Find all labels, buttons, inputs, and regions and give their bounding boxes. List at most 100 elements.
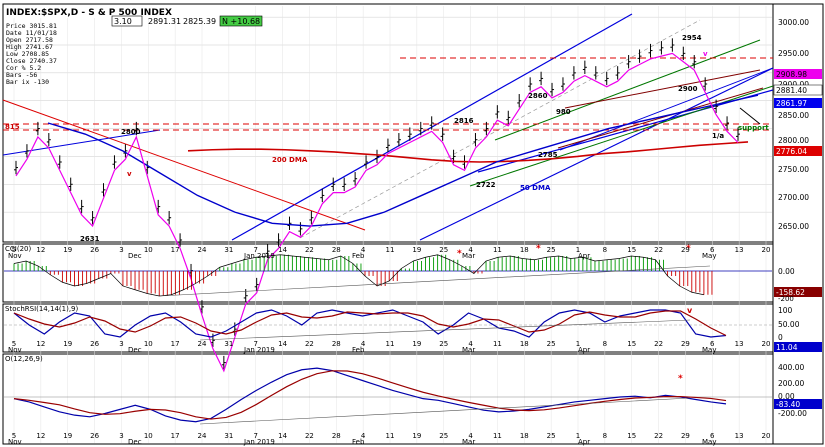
date-tick: 5 (12, 246, 16, 254)
date-tick: 29 (681, 432, 690, 440)
date-tick: 6 (710, 340, 715, 348)
date-tick: 8 (603, 432, 607, 440)
level-2900-label: 2900 (678, 85, 698, 93)
date-tick: 11 (493, 340, 502, 348)
date-tick: 22 (654, 340, 663, 348)
month-label: Jan 2019 (243, 346, 275, 354)
ma50-line (47, 94, 759, 227)
month-label: Mar (462, 346, 475, 354)
date-tick: 11 (493, 246, 502, 254)
date-tick: 4 (468, 432, 473, 440)
month-label: Nov (8, 438, 22, 446)
date-tick: 22 (654, 432, 663, 440)
blue-trendline-left (2, 129, 161, 156)
price-tick: 3000.00 (778, 18, 809, 27)
ppo-value-tag (774, 399, 822, 409)
stoch-tick: 100 (778, 306, 793, 315)
ma50-label: 50 DMA (520, 184, 551, 192)
month-label: Mar (462, 252, 475, 260)
wave-label: 1/a (712, 132, 724, 140)
ppo-tick: 200.00 (778, 379, 804, 388)
price-tag-magenta (774, 69, 822, 79)
month-label: Apr (578, 252, 590, 260)
stoch-value-text: 11.04 (776, 343, 798, 352)
channel-lower-dark-red (557, 87, 764, 149)
stochrsi-signal-line (13, 310, 727, 337)
price-tick: 2700.00 (778, 193, 809, 202)
header-bar (4, 5, 244, 18)
cci-tick: 0.00 (778, 267, 795, 276)
date-tick: 24 (198, 432, 207, 440)
stochrsi-line (13, 309, 727, 338)
date-tick: 14 (278, 246, 287, 254)
date-tick: 25 (439, 432, 448, 440)
high-2816-label: 2816 (454, 117, 474, 125)
date-tick: 4 (468, 246, 473, 254)
ppo-tick: -200.00 (778, 409, 807, 418)
date-tick: 11 (386, 432, 395, 440)
price-axis: 3000.00 2950.00 2900.00 2850.00 2800.00 … (778, 18, 809, 231)
date-tick: 13 (735, 246, 744, 254)
stoch-tick: 50.00 (778, 320, 800, 329)
month-label: May (702, 252, 716, 260)
cci-value-tag (774, 287, 822, 297)
date-tick: 28 (332, 246, 341, 254)
ppo-tick: 400.00 (778, 363, 804, 372)
month-label: May (702, 346, 716, 354)
date-tick: 22 (305, 246, 314, 254)
date-tick: 25 (439, 246, 448, 254)
month-label: Jan 2019 (243, 438, 275, 446)
date-tick: 1 (576, 432, 580, 440)
stat-line: Cor % 5.2 (6, 64, 41, 72)
month-label: Dec (128, 438, 142, 446)
support-arrow (739, 107, 761, 125)
v-mark-top: v (703, 50, 708, 58)
month-label: Nov (8, 346, 22, 354)
low-2785-label: 2785 (538, 151, 558, 159)
grid-lines (4, 6, 772, 443)
month-label: Feb (352, 252, 365, 260)
date-tick: 31 (224, 432, 233, 440)
price-tag-text: 2776.04 (776, 147, 807, 156)
date-tick: 7 (253, 432, 257, 440)
date-tick: 3 (119, 340, 123, 348)
star-mark: * (678, 374, 683, 384)
high-2800-label: 2800 (121, 128, 141, 136)
channel-mid-blue (477, 89, 774, 173)
date-tick: 13 (735, 432, 744, 440)
date-tick: 20 (762, 432, 771, 440)
stat-line: Close 2740.37 (6, 57, 57, 65)
stoch-v-mark: v (687, 306, 693, 315)
cci-trendline (159, 265, 711, 297)
date-tick: 17 (171, 432, 180, 440)
date-tick: 1 (576, 246, 580, 254)
date-tick: 17 (171, 340, 180, 348)
header-value-1: 3.10 (114, 17, 132, 26)
date-tick: 28 (332, 340, 341, 348)
channel-upper-dark-red (564, 69, 761, 109)
month-label: Nov (8, 252, 22, 260)
stat-line: Price 3015.81 (6, 22, 57, 30)
date-tick: 17 (171, 246, 180, 254)
date-tick: 7 (253, 340, 257, 348)
month-label: Dec (128, 252, 142, 260)
stat-line: Open 2717.58 (6, 36, 53, 44)
date-tick: 19 (63, 246, 72, 254)
date-tick: 31 (224, 246, 233, 254)
date-tick: 11 (386, 340, 395, 348)
ma200-line (187, 141, 749, 163)
low-2631-label: 2631 (80, 235, 100, 243)
date-tick: 1 (576, 340, 580, 348)
date-tick: 5 (12, 340, 16, 348)
star-mark: * (536, 244, 541, 254)
cci-label: CCI(20) (5, 245, 31, 253)
month-label: Mar (462, 438, 475, 446)
channel-upper-green (494, 39, 761, 141)
date-tick: 10 (144, 246, 153, 254)
stoch-value-tag (774, 342, 822, 352)
stat-line: Bars -56 (6, 71, 37, 79)
cci-value-text: -158.62 (776, 288, 805, 297)
date-tick: 26 (90, 246, 99, 254)
date-tick: 15 (627, 246, 636, 254)
